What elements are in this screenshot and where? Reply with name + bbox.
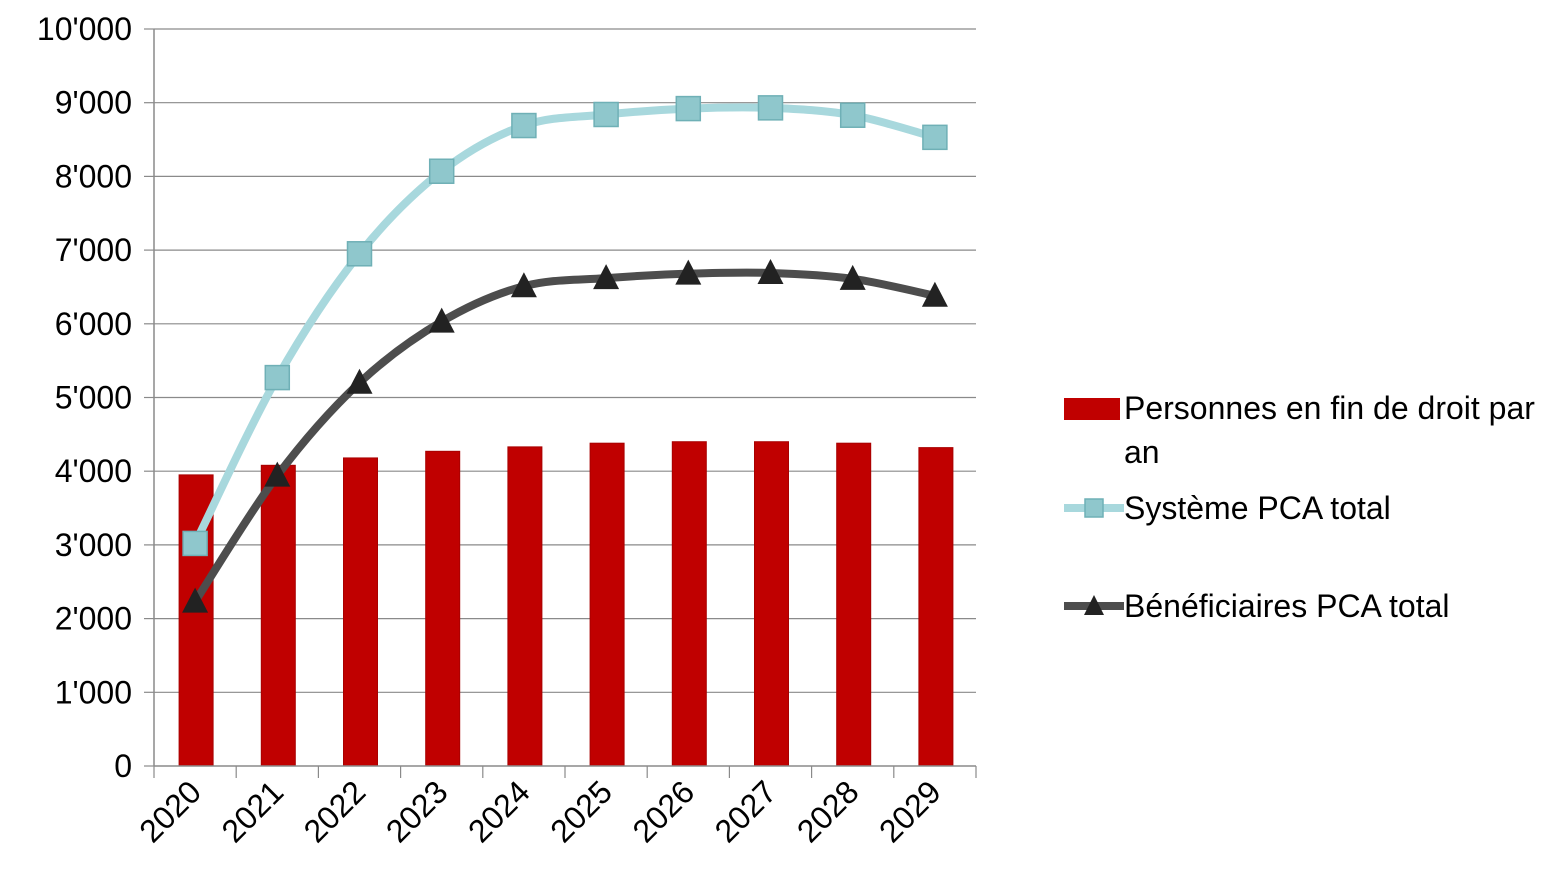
axes (144, 28, 977, 778)
point-marker-triangle (921, 281, 948, 307)
x-tick-label: 2025 (543, 773, 619, 849)
x-tick-label: 2029 (872, 773, 948, 849)
legend-label-systeme: Système PCA total (1124, 490, 1391, 526)
point-marker-square (264, 364, 291, 391)
x-tick-label: 2027 (708, 773, 784, 849)
y-tick-label: 10'000 (37, 11, 132, 47)
point-marker-triangle (839, 264, 866, 290)
legend-swatch-bar (1064, 398, 1120, 420)
point-marker-square (757, 95, 784, 121)
legend-label-beneficiaires: Bénéficiaires PCA total (1124, 588, 1450, 624)
legend-item-personnes: Personnes en fin de droit par an (1064, 386, 1542, 474)
point-marker-square (922, 124, 948, 151)
point-marker-triangle (510, 272, 537, 298)
y-tick-label: 0 (114, 748, 132, 784)
bar-series (178, 441, 954, 767)
x-tick-label: 2024 (461, 773, 537, 849)
y-tick-label: 1'000 (55, 674, 132, 710)
y-tick-label: 8'000 (55, 158, 132, 194)
point-marker-triangle (182, 587, 209, 613)
point-marker-square (428, 158, 455, 184)
point-marker-triangle (593, 264, 620, 290)
line-series (182, 95, 948, 613)
x-tick-label: 2023 (379, 773, 455, 849)
legend-item-beneficiaires: Bénéficiaires PCA total (1064, 584, 1542, 628)
bar (343, 457, 378, 767)
bar (425, 450, 461, 767)
legend-item-systeme: Système PCA total (1064, 486, 1542, 530)
y-tick-label: 9'000 (55, 85, 132, 121)
x-tick-label: 2028 (790, 773, 866, 849)
point-marker-triangle (757, 258, 784, 284)
point-marker-triangle (346, 368, 373, 394)
x-tick-label: 2021 (214, 773, 290, 849)
y-tick-label: 3'000 (55, 527, 132, 563)
bar (918, 447, 954, 767)
y-tick-label: 7'000 (55, 232, 132, 268)
bar (836, 442, 872, 767)
legend-swatch-line-square (1064, 486, 1124, 530)
bar (260, 464, 296, 767)
legend-swatch-line-triangle (1064, 584, 1124, 628)
point-marker-square (182, 530, 208, 557)
legend-label-personnes: Personnes en fin de droit par an (1124, 390, 1535, 470)
series-line (191, 103, 939, 548)
point-marker-triangle (428, 307, 455, 333)
series-line (191, 268, 939, 606)
point-marker-square (346, 241, 373, 267)
point-marker-triangle (264, 461, 291, 487)
x-tick-label: 2026 (625, 773, 701, 849)
bar (589, 442, 625, 767)
x-tick-label: 2020 (132, 773, 208, 849)
point-marker-square (593, 101, 619, 128)
x-tick-label: 2022 (297, 773, 373, 849)
y-tick-label: 5'000 (55, 380, 132, 416)
point-marker-square (511, 112, 537, 139)
point-marker-square (839, 102, 866, 128)
point-marker-square (675, 95, 702, 122)
y-tick-label: 4'000 (55, 453, 132, 489)
y-tick-label: 6'000 (55, 306, 132, 342)
bar (507, 446, 543, 767)
bar (671, 441, 707, 767)
bar (754, 441, 789, 767)
y-tick-label: 2'000 (55, 601, 132, 637)
point-marker-triangle (675, 259, 702, 285)
